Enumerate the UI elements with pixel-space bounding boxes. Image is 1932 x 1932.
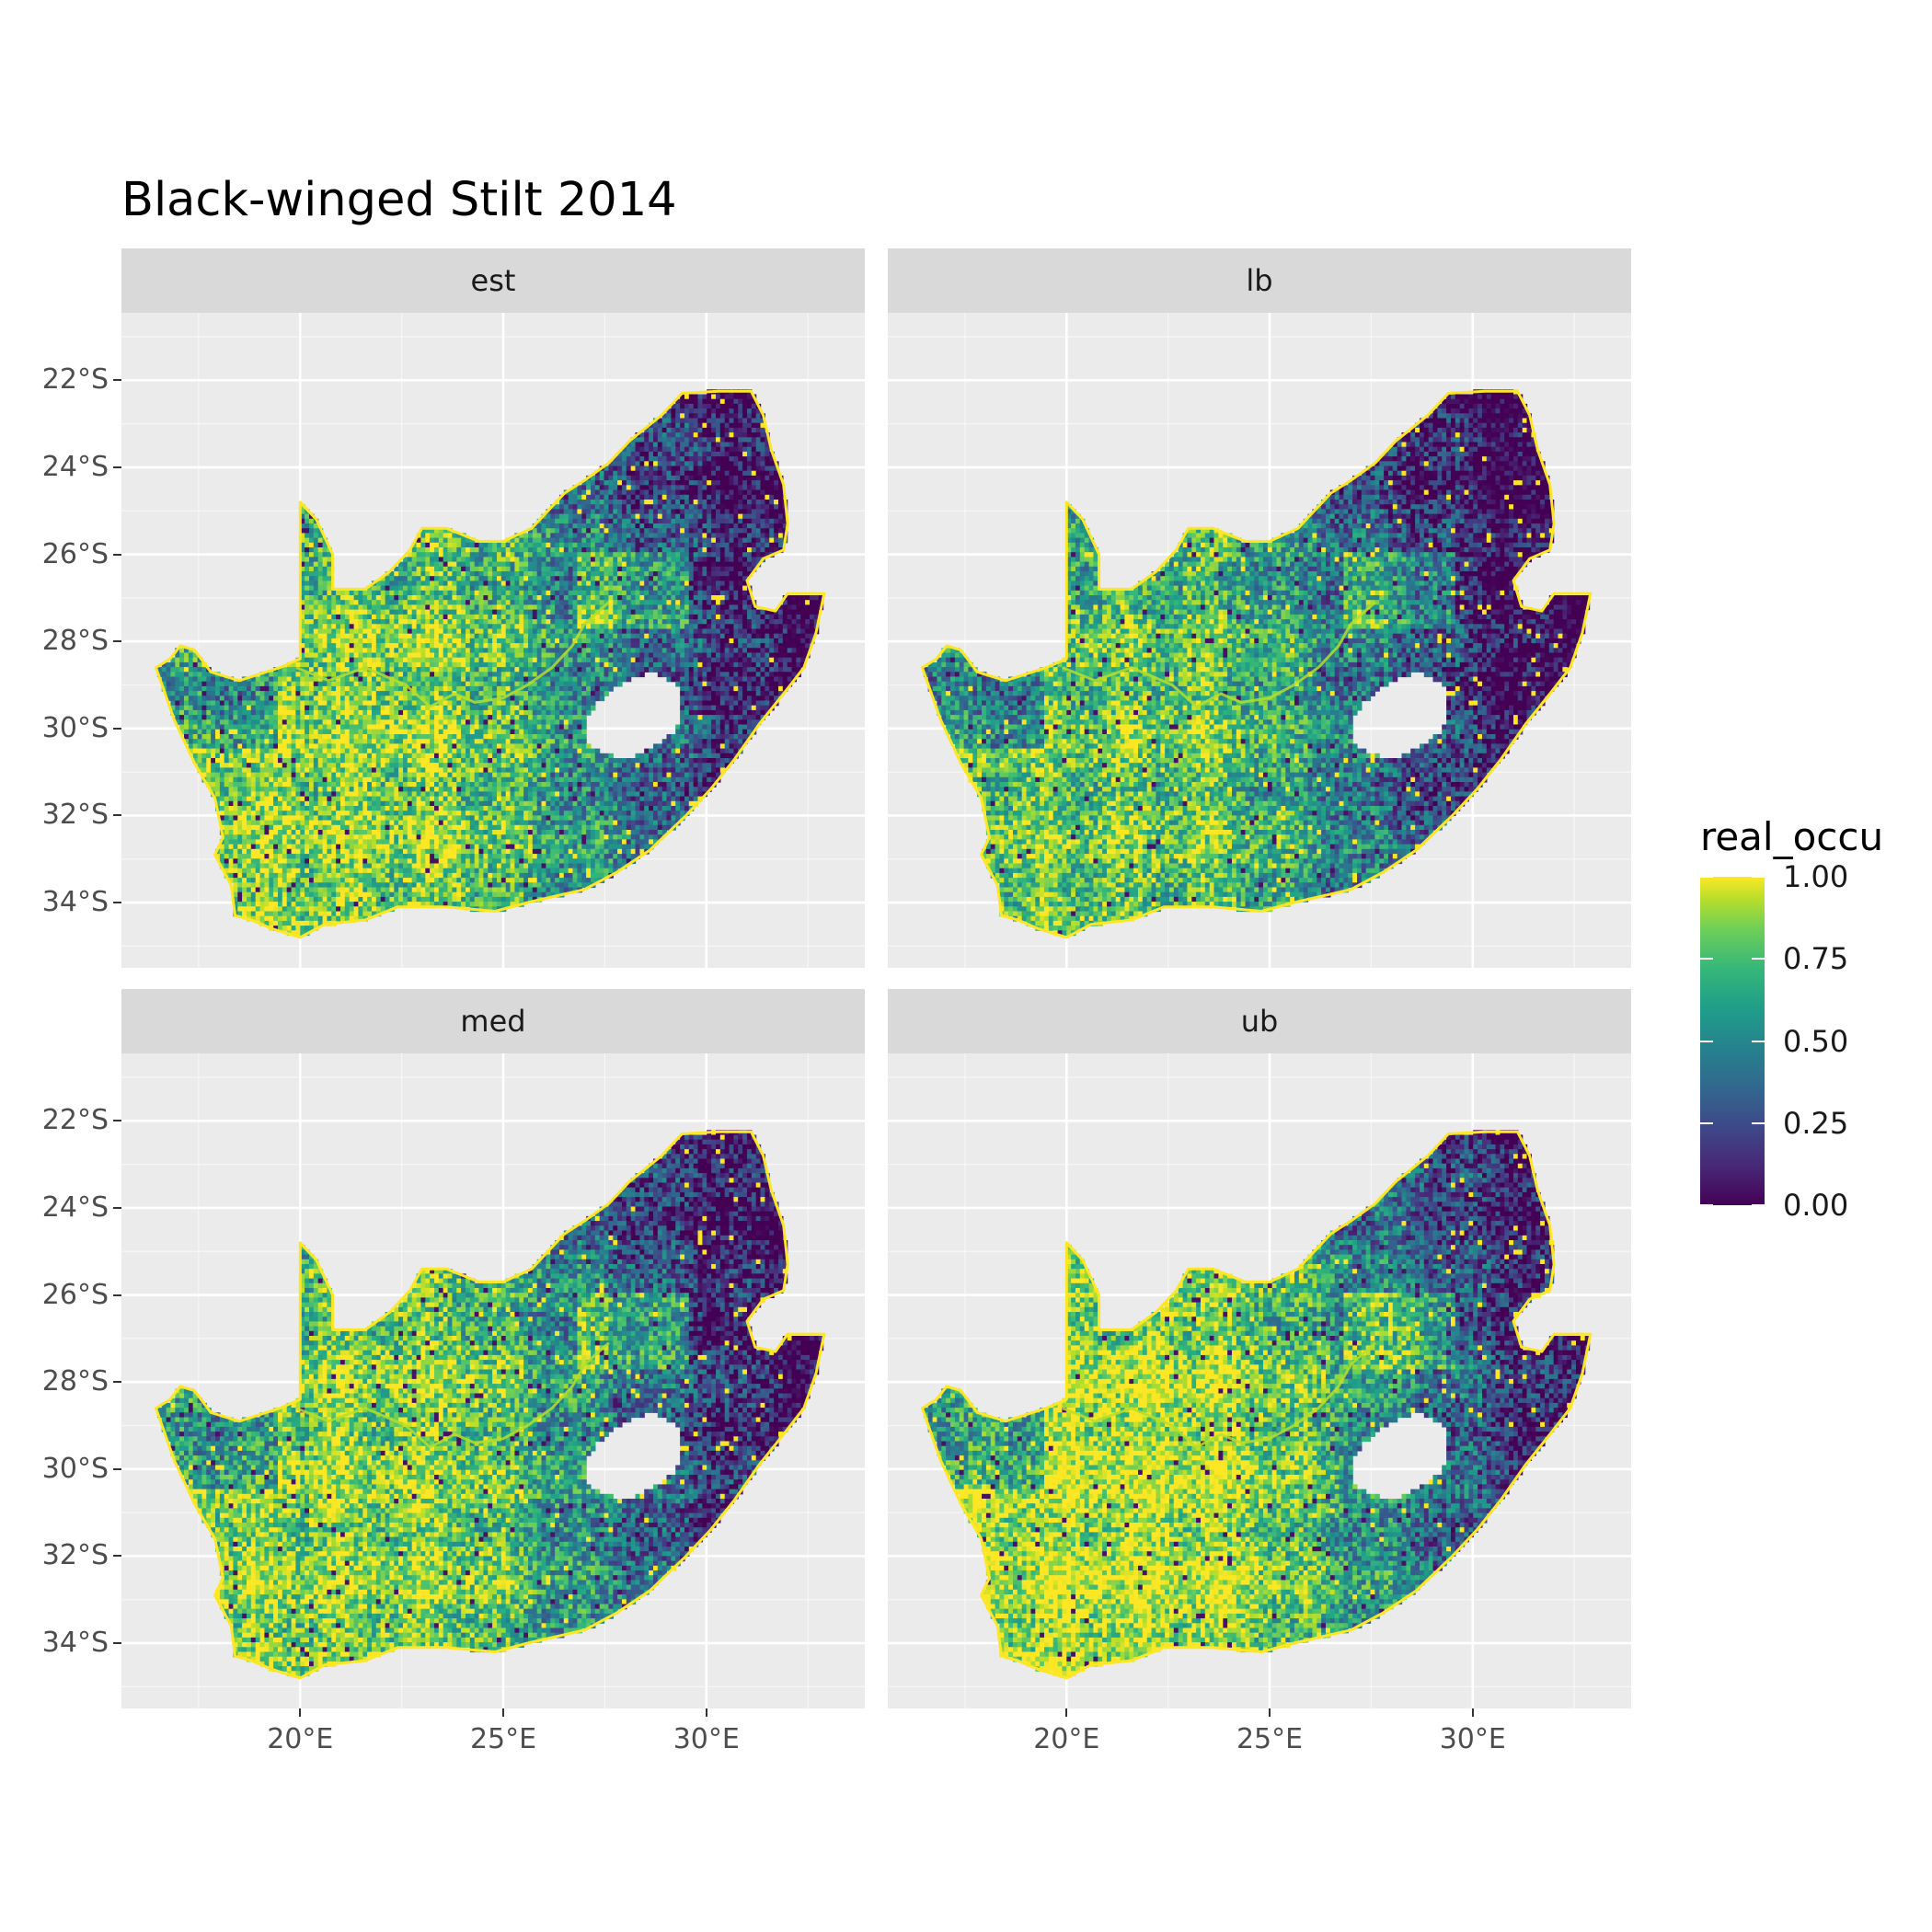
legend-tick xyxy=(1752,958,1765,960)
facet-strip-ub: ub xyxy=(888,989,1631,1053)
legend-tick xyxy=(1700,1040,1713,1042)
legend-tick xyxy=(1752,1121,1765,1124)
x-tick-label: 30°E xyxy=(1409,1723,1537,1755)
x-tick-label: 20°E xyxy=(1002,1723,1131,1755)
facet-label: est xyxy=(471,263,516,298)
y-tick-mark xyxy=(113,466,121,468)
legend-tick xyxy=(1700,958,1713,960)
x-tick-mark xyxy=(299,1708,302,1717)
y-tick-label: 26°S xyxy=(18,1281,109,1309)
y-tick-mark xyxy=(113,902,121,904)
y-tick-label: 32°S xyxy=(18,1542,109,1570)
x-tick-mark xyxy=(1269,1708,1271,1717)
y-tick-mark xyxy=(113,553,121,556)
y-tick-label: 30°S xyxy=(18,714,109,742)
facet-strip-med: med xyxy=(121,989,865,1053)
y-tick-label: 28°S xyxy=(18,1368,109,1396)
occupancy-raster xyxy=(156,389,824,937)
map-panel-med xyxy=(121,1053,865,1708)
facet-label: ub xyxy=(1241,1004,1279,1039)
y-tick-label: 24°S xyxy=(18,1193,109,1222)
y-tick-mark xyxy=(113,1381,121,1384)
legend-label: 1.00 xyxy=(1783,862,1848,891)
x-tick-mark xyxy=(1471,1708,1474,1717)
map-canvas xyxy=(888,1053,1631,1708)
x-tick-label: 30°E xyxy=(642,1723,771,1755)
y-tick-label: 34°S xyxy=(18,1629,109,1657)
map-panel-ub xyxy=(888,1053,1631,1708)
coastline-rim xyxy=(921,1130,1593,1680)
y-tick-mark xyxy=(113,1555,121,1558)
y-tick-mark xyxy=(113,727,121,730)
map-canvas xyxy=(121,313,865,968)
map-canvas xyxy=(888,313,1631,968)
map-canvas xyxy=(121,1053,865,1708)
orange-river-line xyxy=(295,1341,610,1449)
occupancy-raster xyxy=(923,389,1591,937)
occupancy-raster xyxy=(156,1130,824,1677)
occupancy-raster xyxy=(923,1130,1591,1677)
y-tick-label: 22°S xyxy=(18,1107,109,1134)
legend-tick xyxy=(1752,876,1765,878)
y-tick-label: 24°S xyxy=(18,453,109,481)
coastline-rim xyxy=(155,389,826,939)
y-tick-mark xyxy=(113,1294,121,1296)
y-tick-label: 28°S xyxy=(18,627,109,655)
chart-title: Black-winged Stilt 2014 xyxy=(121,173,677,227)
facet-label: med xyxy=(460,1004,525,1039)
legend-tick xyxy=(1700,1204,1713,1206)
x-tick-label: 25°E xyxy=(1205,1723,1334,1755)
legend-label: 0.25 xyxy=(1783,1109,1848,1138)
facet-label: lb xyxy=(1246,263,1272,298)
x-tick-label: 20°E xyxy=(236,1723,364,1755)
x-tick-label: 25°E xyxy=(439,1723,568,1755)
facet-strip-lb: lb xyxy=(888,248,1631,313)
y-tick-mark xyxy=(113,814,121,817)
orange-river-line xyxy=(1062,601,1376,708)
coastline-rim xyxy=(155,1130,826,1680)
legend-title: real_occu xyxy=(1700,814,1883,859)
y-tick-mark xyxy=(113,1120,121,1122)
y-tick-label: 26°S xyxy=(18,540,109,569)
facet-strip-est: est xyxy=(121,248,865,313)
y-tick-label: 22°S xyxy=(18,366,109,394)
map-panel-lb xyxy=(888,313,1631,968)
y-tick-mark xyxy=(113,1467,121,1470)
orange-river-line xyxy=(1062,1341,1376,1449)
x-tick-mark xyxy=(1065,1708,1068,1717)
legend-tick xyxy=(1700,1121,1713,1124)
y-tick-mark xyxy=(113,640,121,643)
y-tick-mark xyxy=(113,1642,121,1645)
y-tick-label: 32°S xyxy=(18,801,109,829)
coastline-rim xyxy=(921,389,1593,939)
legend-tick xyxy=(1752,1204,1765,1206)
legend-label: 0.00 xyxy=(1783,1190,1848,1220)
map-panel-est xyxy=(121,313,865,968)
legend-label: 0.50 xyxy=(1783,1027,1848,1056)
x-tick-mark xyxy=(705,1708,707,1717)
y-tick-label: 30°S xyxy=(18,1455,109,1483)
x-tick-mark xyxy=(502,1708,505,1717)
orange-river-line xyxy=(295,601,610,708)
legend-label: 0.75 xyxy=(1783,944,1848,973)
legend-tick xyxy=(1700,876,1713,878)
y-tick-mark xyxy=(113,379,121,382)
legend-tick xyxy=(1752,1040,1765,1042)
y-tick-mark xyxy=(113,1206,121,1209)
y-tick-label: 34°S xyxy=(18,889,109,916)
